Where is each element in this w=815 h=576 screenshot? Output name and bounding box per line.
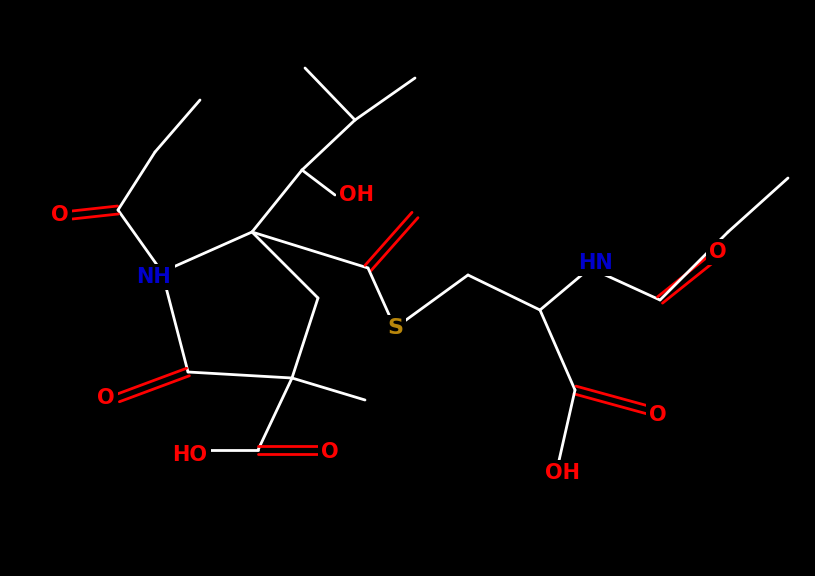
Text: HO: HO (173, 445, 208, 465)
Text: O: O (650, 405, 667, 425)
Text: OH: OH (340, 185, 375, 205)
Text: O: O (709, 242, 727, 262)
Text: O: O (321, 442, 339, 462)
Text: HN: HN (578, 253, 612, 273)
Text: O: O (97, 388, 115, 408)
Text: NH: NH (137, 267, 171, 287)
Text: O: O (51, 205, 68, 225)
Text: OH: OH (545, 463, 580, 483)
Text: S: S (387, 318, 403, 338)
